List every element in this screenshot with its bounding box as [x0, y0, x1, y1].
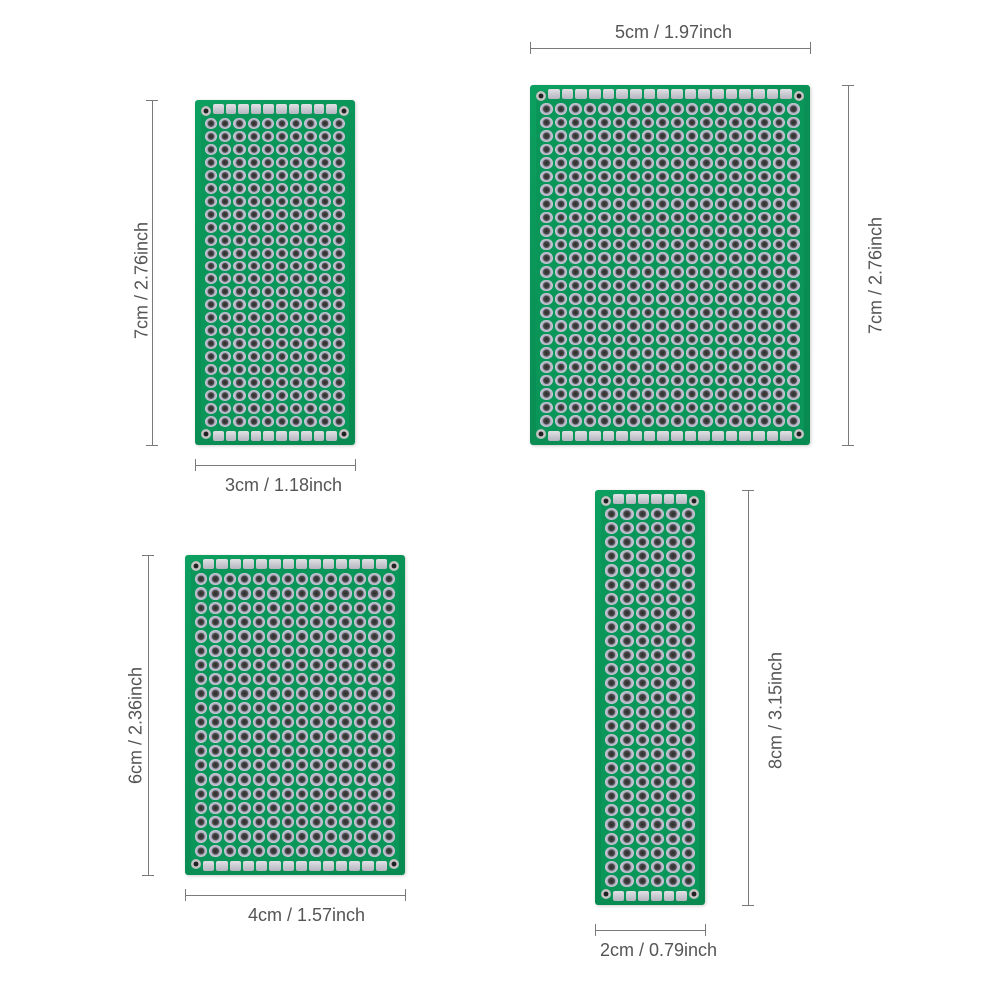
- dim-label-v-b1: 7cm / 2.76inch: [132, 216, 153, 346]
- pcb-board-b1: [195, 100, 355, 445]
- pcb-board-b4: [595, 490, 705, 905]
- dim-label-h-b2: 5cm / 1.97inch: [615, 22, 732, 43]
- dim-label-h-b4: 2cm / 0.79inch: [600, 940, 717, 961]
- dim-label-v-b2: 7cm / 2.76inch: [866, 211, 887, 341]
- dim-label-v-b4: 8cm / 3.15inch: [766, 646, 787, 776]
- pcb-board-b3: [185, 555, 405, 875]
- pcb-board-b2: [530, 85, 810, 445]
- dim-label-h-b1: 3cm / 1.18inch: [225, 475, 342, 496]
- dim-label-h-b3: 4cm / 1.57inch: [248, 905, 365, 926]
- dim-label-v-b3: 6cm / 2.36inch: [126, 661, 147, 791]
